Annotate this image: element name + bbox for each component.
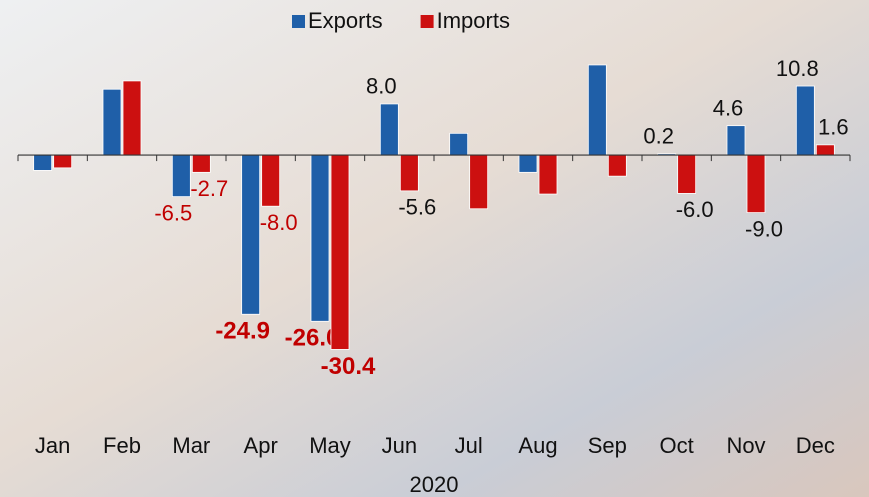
bar	[726, 125, 746, 156]
data-label: -2.7	[190, 176, 228, 201]
data-label: -8.0	[260, 210, 298, 235]
x-tick-label: Apr	[244, 433, 278, 458]
data-label: 8.0	[366, 74, 397, 99]
bar	[102, 88, 122, 156]
bar	[53, 154, 73, 169]
bar	[261, 154, 281, 207]
data-label: 10.8	[776, 56, 819, 81]
x-axis-title: 2020	[410, 472, 459, 497]
data-label: 1.6	[818, 115, 849, 140]
data-label: -24.9	[215, 318, 270, 345]
bar	[538, 154, 558, 195]
x-tick-label: Mar	[172, 433, 210, 458]
data-label: -5.6	[398, 195, 436, 220]
data-label: -6.5	[154, 200, 192, 225]
bar	[677, 154, 697, 194]
data-label: -6.0	[676, 197, 714, 222]
bar	[330, 154, 350, 350]
x-tick-label: Jan	[35, 433, 70, 458]
bar	[399, 154, 419, 192]
data-label: 4.6	[713, 95, 744, 120]
x-tick-label: Oct	[660, 433, 694, 458]
data-label: -30.4	[321, 353, 376, 380]
bar	[607, 154, 627, 177]
bar	[795, 85, 815, 156]
bar	[449, 132, 469, 156]
x-tick-label: Aug	[518, 433, 557, 458]
bar	[469, 154, 489, 210]
x-tick-label: Feb	[103, 433, 141, 458]
legend-label: Exports	[308, 8, 383, 33]
x-tick-label: Sep	[588, 433, 627, 458]
bar	[518, 154, 538, 173]
legend-swatch	[292, 15, 305, 28]
bar	[587, 64, 607, 156]
data-label: -26.0	[285, 325, 340, 352]
legend-swatch	[420, 15, 434, 28]
bar	[310, 154, 330, 322]
x-tick-label: Jul	[455, 433, 483, 458]
bar	[815, 144, 835, 156]
x-tick-label: Nov	[726, 433, 765, 458]
bar	[171, 154, 191, 198]
legend-label: Imports	[437, 8, 510, 33]
bar	[191, 154, 211, 173]
bar	[746, 154, 766, 214]
bar	[379, 103, 399, 156]
data-label: -9.0	[745, 216, 783, 241]
x-tick-label: Jun	[382, 433, 417, 458]
data-label: 0.2	[643, 124, 674, 149]
x-tick-label: May	[309, 433, 351, 458]
bar	[33, 154, 53, 171]
bar	[241, 154, 261, 315]
bar	[122, 80, 142, 156]
x-tick-label: Dec	[796, 433, 835, 458]
